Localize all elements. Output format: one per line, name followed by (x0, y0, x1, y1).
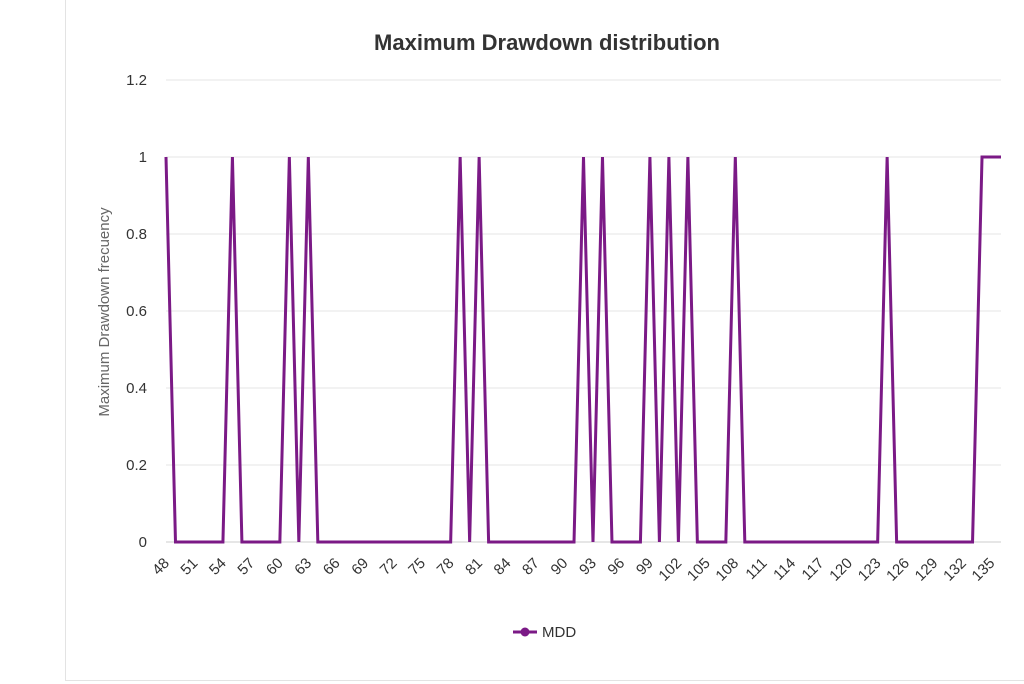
series-line-mdd[interactable] (164, 155, 1001, 544)
x-tick-label: 57 (234, 555, 258, 579)
x-tick-label: 117 (799, 555, 828, 584)
x-tick-label: 90 (548, 555, 572, 579)
x-tick-label: 111 (742, 555, 770, 583)
x-tick-label: 78 (434, 555, 458, 579)
x-tick-label: 87 (519, 555, 543, 579)
y-tick-label: 0.8 (126, 226, 147, 243)
x-tick-label: 105 (684, 555, 714, 585)
x-tick-label: 75 (405, 555, 429, 579)
x-tick-label: 93 (576, 555, 600, 579)
x-tick-labels: 48 51 54 57 60 63 66 69 72 75 78 81 84 87 90 93 96 991021… (149, 555, 998, 585)
x-tick-label: 108 (712, 555, 742, 585)
y-tick-label: 0 (139, 534, 147, 551)
x-tick-label: 48 (149, 555, 173, 579)
grid (166, 79, 1001, 543)
x-tick-label: 72 (377, 555, 401, 579)
x-tick-label: 96 (604, 555, 628, 579)
x-tick-label: 51 (177, 555, 201, 579)
y-tick-label: 0.6 (126, 303, 147, 320)
x-tick-label: 99 (633, 555, 657, 579)
x-tick-label: 102 (655, 555, 685, 585)
y-tick-label: 0.2 (126, 457, 147, 474)
x-tick-label: 84 (491, 555, 515, 579)
x-tick-label: 132 (940, 555, 970, 585)
y-tick-label: 1.2 (126, 72, 147, 89)
x-tick-label: 123 (855, 555, 885, 585)
x-tick-label: 126 (883, 555, 913, 585)
y-axis-label: Maximum Drawdown frecuency (96, 207, 113, 417)
x-tick-label: 120 (826, 555, 856, 585)
chart-title: Maximum Drawdown distribution (374, 30, 720, 55)
legend[interactable]: MDD (513, 624, 576, 641)
x-tick-label: 60 (263, 555, 287, 579)
x-tick-label: 63 (291, 555, 315, 579)
x-tick-label: 81 (462, 555, 486, 579)
y-tick-labels: 0 0.2 0.4 0.6 0.8 1 1.2 (126, 72, 147, 551)
y-tick-label: 0.4 (126, 380, 147, 397)
series-group (164, 155, 1001, 544)
x-tick-label: 54 (206, 555, 230, 579)
legend-label: MDD (542, 624, 576, 641)
chart-frame (65, 0, 1024, 681)
legend-marker (520, 627, 530, 637)
x-tick-label: 69 (348, 555, 372, 579)
x-tick-label: 114 (770, 555, 799, 584)
y-tick-label: 1 (139, 149, 147, 166)
x-tick-label: 129 (912, 555, 942, 585)
x-tick-label: 135 (969, 555, 999, 585)
x-tick-label: 66 (320, 555, 344, 579)
